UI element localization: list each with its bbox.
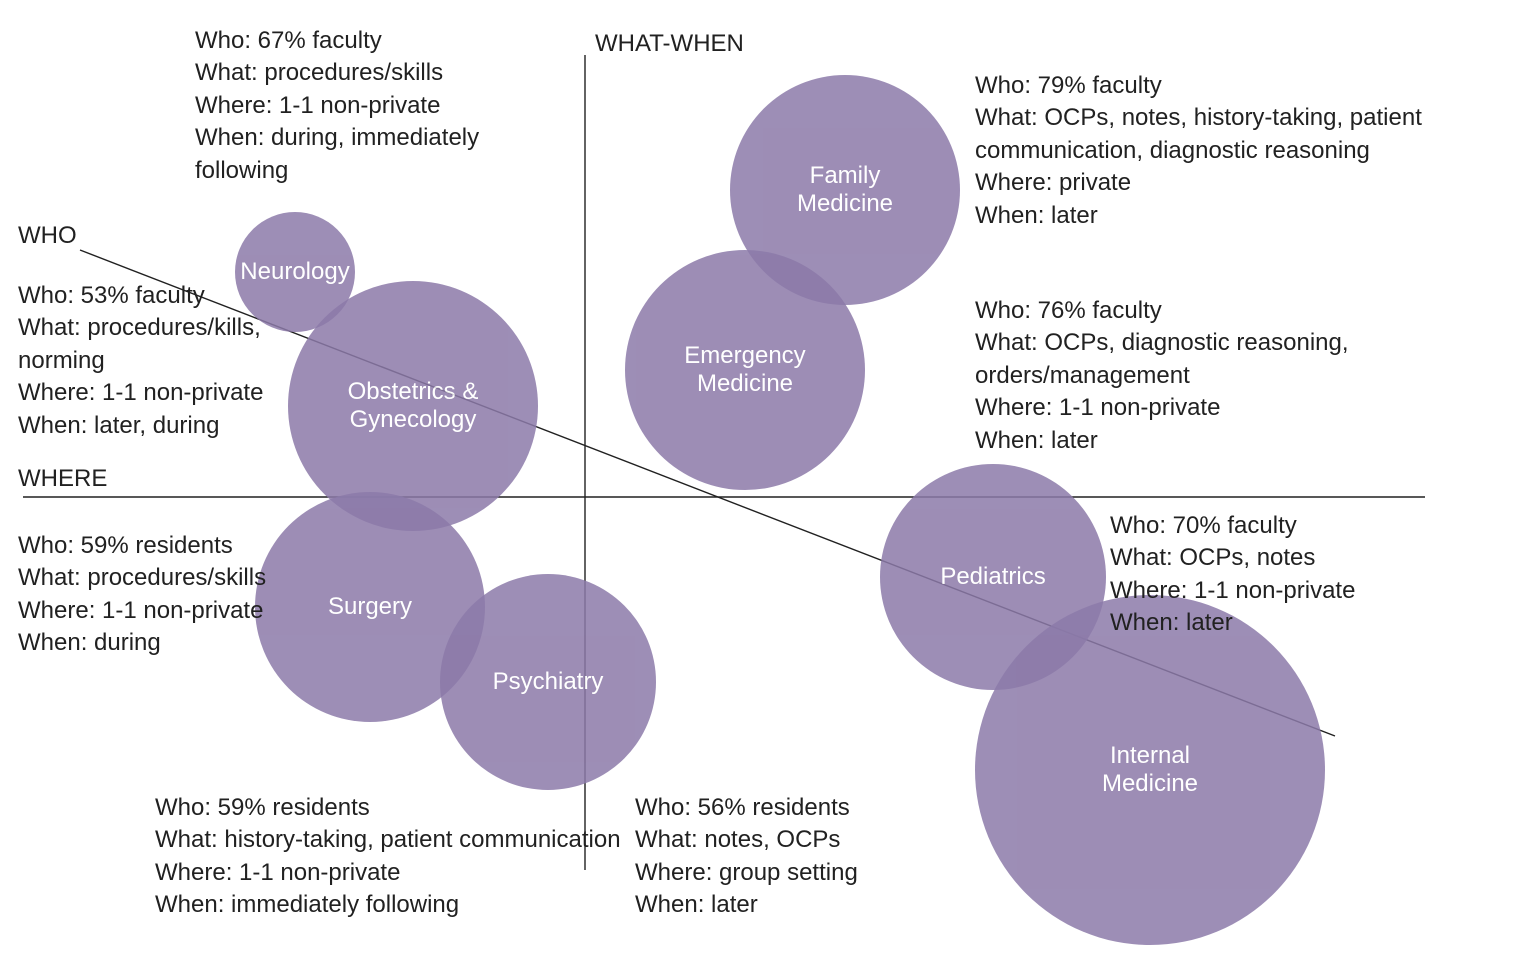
anno-what: What: procedures/skills <box>18 562 318 594</box>
anno-who: Who: 70% faculty <box>1110 510 1440 542</box>
anno-where: Where: private <box>975 167 1445 199</box>
anno-where: Where: 1-1 non-private <box>18 377 348 409</box>
axis-label-who: WHO <box>18 222 77 250</box>
anno-where: Where: 1-1 non-private <box>1110 575 1440 607</box>
anno-where: Where: 1-1 non-private <box>155 857 625 889</box>
anno-who: Who: 76% faculty <box>975 295 1395 327</box>
annotation-emergency-medicine: Who: 76% faculty What: OCPs, diagnostic … <box>975 295 1395 457</box>
anno-when: When: during <box>18 627 318 659</box>
axis-label-where: WHERE <box>18 465 107 493</box>
anno-what: What: procedures/kills, norming <box>18 312 348 377</box>
anno-where: Where: 1-1 non-private <box>18 595 318 627</box>
anno-where: Where: group setting <box>635 857 965 889</box>
anno-what: What: OCPs, notes <box>1110 542 1440 574</box>
annotation-pediatrics: Who: 70% faculty What: OCPs, notes Where… <box>1110 510 1440 640</box>
anno-when: When: later <box>975 425 1395 457</box>
circle-label: Pediatrics <box>940 563 1045 591</box>
anno-when: When: immediately following <box>155 889 625 921</box>
annotation-psychiatry: Who: 59% residents What: history-taking,… <box>155 792 625 922</box>
circle-label: Obstetrics &Gynecology <box>348 378 479 433</box>
anno-who: Who: 59% residents <box>155 792 625 824</box>
anno-who: Who: 67% faculty <box>195 25 565 57</box>
circle-label: Surgery <box>328 593 412 621</box>
anno-who: Who: 59% residents <box>18 530 318 562</box>
circle-label: InternalMedicine <box>1102 742 1198 797</box>
circle-label: FamilyMedicine <box>797 162 893 217</box>
anno-where: Where: 1-1 non-private <box>975 392 1395 424</box>
annotation-internal-medicine: Who: 56% residents What: notes, OCPs Whe… <box>635 792 965 922</box>
circle-emergency-medicine: EmergencyMedicine <box>625 250 865 490</box>
anno-who: Who: 79% faculty <box>975 70 1445 102</box>
anno-what: What: history-taking, patient communicat… <box>155 824 625 856</box>
anno-what: What: notes, OCPs <box>635 824 965 856</box>
annotation-family-medicine: Who: 79% faculty What: OCPs, notes, hist… <box>975 70 1445 232</box>
circle-psychiatry: Psychiatry <box>440 574 656 790</box>
anno-when: When: later <box>635 889 965 921</box>
circle-label: Psychiatry <box>493 668 604 696</box>
circle-label: EmergencyMedicine <box>684 342 805 397</box>
annotation-surgery: Who: 59% residents What: procedures/skil… <box>18 530 318 660</box>
anno-when: When: during, immediately following <box>195 122 565 187</box>
anno-where: Where: 1-1 non-private <box>195 90 565 122</box>
anno-when: When: later, during <box>18 410 348 442</box>
annotation-obgyn: Who: 53% faculty What: procedures/kills,… <box>18 280 348 442</box>
axis-label-top: WHAT-WHEN <box>595 30 744 58</box>
anno-what: What: procedures/skills <box>195 57 565 89</box>
annotation-neurology: Who: 67% faculty What: procedures/skills… <box>195 25 565 187</box>
anno-when: When: later <box>975 200 1445 232</box>
circle-internal-medicine: InternalMedicine <box>975 595 1325 945</box>
anno-who: Who: 56% residents <box>635 792 965 824</box>
anno-when: When: later <box>1110 607 1440 639</box>
diagram-stage: WHAT-WHEN WHO WHERE Neurology Obstetrics… <box>0 0 1530 955</box>
anno-what: What: OCPs, notes, history-taking, patie… <box>975 102 1445 167</box>
anno-who: Who: 53% faculty <box>18 280 348 312</box>
anno-what: What: OCPs, diagnostic reasoning, orders… <box>975 327 1395 392</box>
